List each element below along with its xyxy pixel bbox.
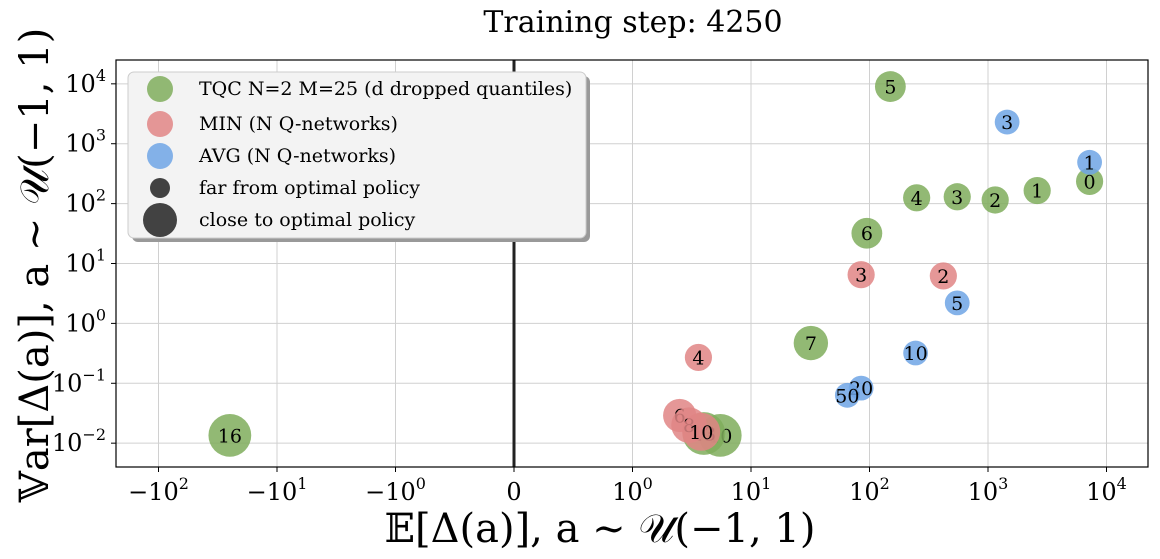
point-label: 16 [218, 425, 242, 447]
y-tick-label: 103 [65, 126, 106, 158]
x-tick-label: 104 [1086, 474, 1127, 506]
y-tick-base: 10 [65, 190, 96, 218]
legend-marker [150, 178, 170, 198]
point-label: 4 [911, 188, 923, 210]
data-points: 543210671013163246810315102050 [208, 71, 1104, 457]
legend-marker [147, 111, 173, 137]
legend-label: far from optimal policy [199, 177, 420, 199]
point-label: 10 [689, 422, 713, 444]
y-tick-label: 102 [65, 186, 106, 218]
x-tick-exponent: 3 [998, 474, 1008, 493]
data-point [682, 412, 721, 451]
data-point [994, 109, 1020, 135]
data-point [847, 261, 875, 289]
legend-label: close to optimal policy [199, 209, 415, 231]
data-point [208, 413, 252, 457]
data-point [981, 186, 1009, 214]
data-point [684, 343, 713, 372]
x-tick-label: −102 [128, 474, 189, 506]
point-label: 3 [1001, 112, 1013, 134]
x-axis-label: 𝔼[Δ(a)], a ∼ 𝒰(−1, 1) [385, 506, 816, 552]
point-label: 1 [1031, 181, 1043, 203]
point-label: 6 [861, 223, 873, 245]
point-label: 2 [937, 266, 949, 288]
data-point [903, 184, 931, 212]
data-point [793, 325, 829, 361]
y-tick-base: 10 [65, 250, 96, 278]
x-tick-label: 103 [968, 474, 1009, 506]
x-tick-exponent: 4 [1117, 474, 1127, 493]
data-point [874, 71, 906, 102]
x-tick-label: 101 [731, 474, 772, 506]
legend-label: MIN (N Q-networks) [199, 113, 398, 135]
y-tick-label: 10−1 [52, 365, 106, 397]
point-label: 4 [692, 347, 704, 369]
y-tick-base: 10 [65, 309, 96, 337]
y-tick-exponent: 3 [96, 126, 106, 145]
data-point [1023, 176, 1051, 205]
data-point [851, 217, 883, 249]
x-tick-label: 102 [849, 474, 890, 506]
legend-marker [143, 203, 177, 237]
y-tick-base: 10 [65, 130, 96, 158]
data-point [903, 340, 929, 366]
y-tick-base: 10 [52, 369, 83, 397]
x-tick-label: 100 [612, 474, 653, 506]
y-tick-exponent: −2 [82, 425, 106, 444]
x-tick-exponent: 0 [416, 474, 426, 493]
y-tick-base: 10 [65, 70, 96, 98]
point-label: 1 [1084, 152, 1096, 174]
y-tick-label: 10−2 [52, 425, 106, 457]
y-axis-label: 𝕍ar[Δ(a)], a ∼ 𝒰(−1, 1) [12, 28, 58, 503]
x-tick-label: −101 [247, 474, 308, 506]
plot-area-frame [115, 59, 1149, 468]
y-tick-label: 104 [65, 66, 106, 98]
x-tick-label: 0 [506, 478, 521, 506]
data-point [944, 290, 970, 316]
data-point [929, 262, 957, 290]
legend-marker [147, 143, 173, 169]
point-label: 10 [904, 343, 928, 365]
y-tick-exponent: −1 [82, 365, 106, 384]
y-tick-label: 100 [65, 305, 106, 337]
series-group: 3 1 5 10 2 0 50 [834, 109, 1102, 408]
y-tick-label: 101 [65, 246, 106, 278]
x-tick-exponent: 2 [880, 474, 890, 493]
x-tick-exponent: 1 [297, 474, 307, 493]
point-label: 0 [1084, 171, 1096, 193]
series-group: 3246810 [663, 261, 957, 451]
x-tick-exponent: 2 [179, 474, 189, 493]
point-label: 7 [805, 333, 817, 355]
y-tick-base: 10 [52, 429, 83, 457]
x-tick-label: −100 [365, 474, 426, 506]
y-tick-exponent: 4 [96, 66, 106, 85]
legend-label: AVG (N Q-networks) [198, 145, 396, 167]
point-label: 2 [989, 190, 1001, 212]
point-label: 5 [951, 293, 963, 315]
data-point [834, 382, 860, 408]
legend-box [127, 71, 587, 239]
point-label: 5 [884, 77, 896, 99]
legend-label: TQC N=2 M=25 (d dropped quantiles) [199, 78, 572, 100]
point-label: 3 [951, 187, 963, 209]
point-label: 3 [855, 265, 867, 287]
legend: TQC N=2 M=25 (d dropped quantiles) MIN (N… [127, 71, 590, 242]
y-tick-exponent: 0 [96, 305, 106, 324]
y-tick-exponent: 2 [96, 186, 106, 205]
data-point [1075, 167, 1104, 195]
point-label: 50 [835, 385, 859, 407]
data-point [943, 183, 971, 211]
y-tick-exponent: 1 [96, 246, 106, 265]
x-tick-exponent: 1 [761, 474, 771, 493]
data-point [1077, 149, 1102, 175]
x-tick-exponent: 0 [643, 474, 653, 493]
x-ticks: −102 −101 −100 0 100 101 102 103 104 [128, 467, 1127, 506]
legend-marker [147, 76, 173, 102]
chart-title: Training step: 4250 [483, 5, 782, 40]
